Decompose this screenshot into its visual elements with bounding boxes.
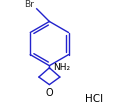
Text: HCl: HCl <box>85 94 103 103</box>
Text: O: O <box>46 87 53 97</box>
Text: Br: Br <box>24 0 34 9</box>
Text: NH₂: NH₂ <box>54 62 71 71</box>
